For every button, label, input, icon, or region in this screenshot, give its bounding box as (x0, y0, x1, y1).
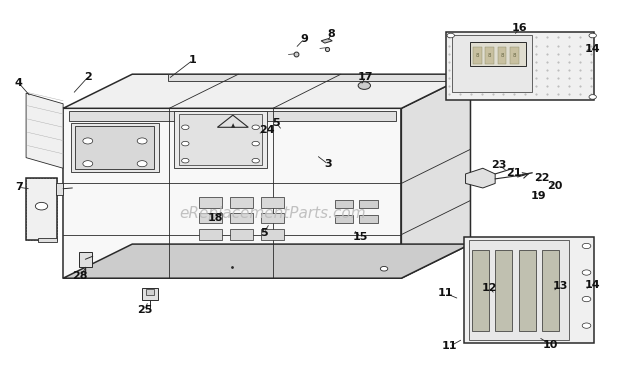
Bar (260, 197, 284, 208)
Polygon shape (469, 240, 569, 340)
Polygon shape (63, 244, 471, 278)
Text: 22: 22 (534, 173, 549, 183)
Text: 1: 1 (189, 55, 197, 65)
Polygon shape (321, 39, 332, 43)
Circle shape (582, 323, 591, 328)
Polygon shape (168, 74, 471, 81)
Circle shape (182, 159, 189, 163)
Bar (146, 289, 154, 295)
Polygon shape (446, 32, 594, 100)
Polygon shape (76, 126, 154, 169)
Bar (230, 213, 253, 223)
Text: 16: 16 (512, 23, 528, 33)
Circle shape (137, 138, 147, 144)
Circle shape (252, 141, 259, 146)
Bar (230, 229, 253, 240)
Circle shape (137, 161, 147, 167)
Bar (360, 200, 378, 208)
Polygon shape (179, 114, 262, 165)
Bar (142, 288, 157, 300)
Circle shape (589, 95, 596, 99)
Bar (335, 215, 353, 223)
Circle shape (447, 33, 454, 38)
Bar (485, 47, 494, 63)
Circle shape (582, 296, 591, 302)
Text: 11: 11 (441, 342, 457, 351)
Text: 2: 2 (84, 72, 92, 82)
Text: 23: 23 (491, 160, 507, 170)
Circle shape (589, 33, 596, 38)
Text: 9: 9 (300, 34, 308, 44)
Circle shape (252, 159, 259, 163)
Bar (472, 250, 489, 331)
Bar (473, 47, 482, 63)
Bar (510, 47, 518, 63)
Polygon shape (63, 108, 401, 278)
Text: 8: 8 (513, 53, 516, 58)
Bar (518, 250, 536, 331)
Text: 21: 21 (506, 168, 521, 178)
Bar (498, 47, 507, 63)
Polygon shape (69, 111, 396, 121)
Polygon shape (38, 238, 57, 242)
Polygon shape (56, 183, 63, 195)
Circle shape (83, 138, 93, 144)
Circle shape (182, 125, 189, 129)
Text: 28: 28 (72, 271, 87, 281)
Bar (335, 200, 353, 208)
Bar (230, 197, 253, 208)
Text: 8: 8 (328, 29, 335, 39)
Bar (471, 42, 526, 66)
Text: 15: 15 (353, 231, 368, 241)
Bar (542, 250, 559, 331)
Text: 8: 8 (476, 53, 479, 58)
Bar (360, 215, 378, 223)
Text: 24: 24 (259, 125, 275, 135)
Text: 18: 18 (207, 212, 223, 223)
Text: 5: 5 (272, 118, 280, 128)
Polygon shape (452, 35, 532, 92)
Polygon shape (63, 74, 471, 108)
Text: 5: 5 (260, 228, 267, 238)
Text: 14: 14 (585, 280, 601, 290)
Bar (260, 213, 284, 223)
Text: 14: 14 (585, 44, 601, 54)
Text: 7: 7 (15, 182, 22, 192)
Circle shape (83, 161, 93, 167)
Bar (260, 229, 284, 240)
Text: 3: 3 (325, 159, 332, 170)
Bar (495, 250, 513, 331)
Text: 17: 17 (358, 72, 373, 82)
Circle shape (182, 141, 189, 146)
Text: ▲: ▲ (231, 123, 235, 128)
Circle shape (582, 243, 591, 249)
Circle shape (35, 202, 48, 210)
Circle shape (380, 267, 388, 271)
Text: 19: 19 (531, 191, 546, 201)
Circle shape (252, 125, 259, 129)
Bar (199, 213, 223, 223)
Text: 20: 20 (547, 181, 562, 191)
Text: 8: 8 (488, 53, 492, 58)
Polygon shape (464, 236, 594, 343)
Polygon shape (401, 74, 471, 278)
Text: 4: 4 (15, 78, 22, 88)
Text: 13: 13 (552, 281, 568, 291)
Polygon shape (71, 123, 159, 172)
Polygon shape (466, 168, 495, 188)
Polygon shape (26, 93, 63, 168)
Bar (199, 197, 223, 208)
Bar (79, 253, 92, 267)
Text: eReplacementParts.com: eReplacementParts.com (180, 206, 366, 221)
Polygon shape (26, 178, 57, 240)
Polygon shape (174, 112, 267, 168)
Text: 8: 8 (500, 53, 503, 58)
Circle shape (358, 82, 371, 89)
Text: 12: 12 (481, 283, 497, 293)
Bar (199, 229, 223, 240)
Text: 10: 10 (543, 340, 559, 350)
Circle shape (582, 270, 591, 275)
Text: 25: 25 (137, 306, 153, 316)
Text: 11: 11 (438, 288, 454, 298)
